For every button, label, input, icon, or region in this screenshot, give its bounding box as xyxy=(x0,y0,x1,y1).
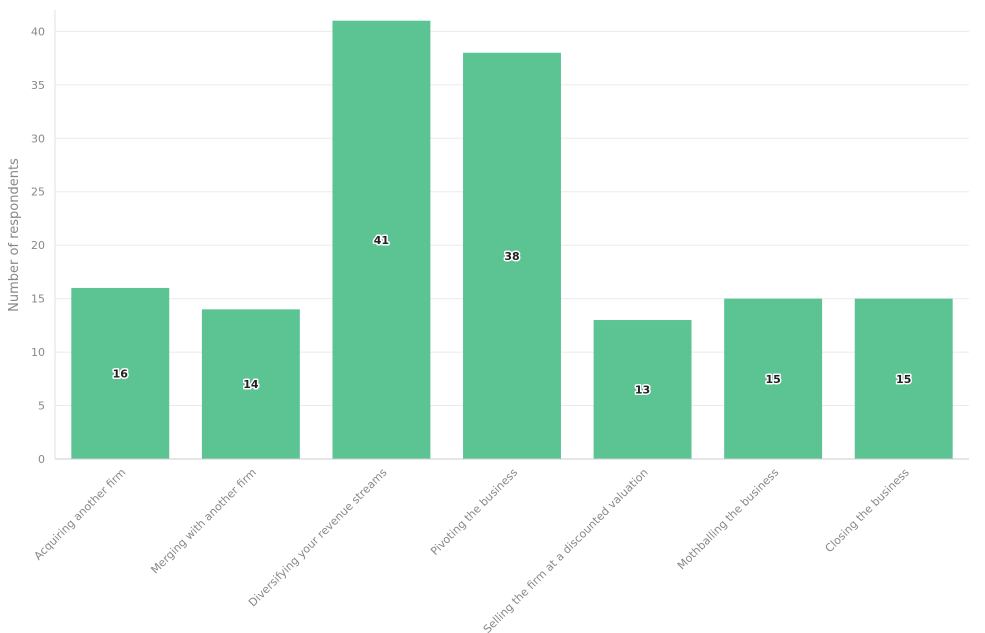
data-label: 15 xyxy=(765,373,780,386)
data-label: 41 xyxy=(374,234,389,247)
bar xyxy=(724,298,823,459)
y-tick-label: 15 xyxy=(31,293,45,306)
x-tick-label: Merging with another firm xyxy=(148,466,259,577)
bar xyxy=(71,287,170,459)
bar xyxy=(593,320,692,459)
x-tick-label: Closing the business xyxy=(823,466,912,555)
y-tick-label: 35 xyxy=(31,79,45,92)
y-tick-label: 25 xyxy=(31,186,45,199)
y-tick-label: 20 xyxy=(31,239,45,252)
bar xyxy=(201,309,300,459)
data-label: 14 xyxy=(243,378,259,391)
x-tick-label: Selling the firm at a discounted valuati… xyxy=(481,466,651,633)
bar xyxy=(854,298,953,459)
data-label: 16 xyxy=(113,367,129,380)
bar xyxy=(332,20,431,459)
y-tick-label: 30 xyxy=(31,132,45,145)
x-tick-label: Acquiring another firm xyxy=(32,466,129,563)
y-tick-label: 10 xyxy=(31,346,45,359)
y-tick-label: 5 xyxy=(38,400,45,413)
x-tick-label: Diversifying your revenue streams xyxy=(246,466,390,610)
x-tick-label: Pivoting the business xyxy=(428,466,520,558)
x-tick-label: Mothballing the business xyxy=(675,466,781,572)
y-tick-label: 0 xyxy=(38,453,45,466)
bar xyxy=(463,52,561,460)
y-axis-title: Number of respondents xyxy=(7,158,22,312)
data-label: 38 xyxy=(504,250,519,263)
data-label: 15 xyxy=(896,373,911,386)
y-tick-label: 40 xyxy=(31,25,45,38)
data-label: 13 xyxy=(635,384,650,397)
